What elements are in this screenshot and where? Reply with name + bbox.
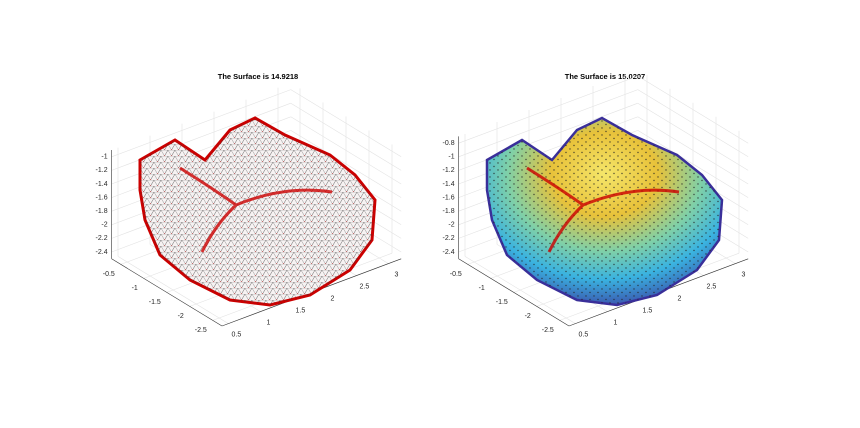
- x-tick-label: 3: [394, 271, 398, 278]
- y-tick-label: -2.5: [542, 327, 554, 334]
- grid-line: [290, 102, 402, 171]
- y-tick-label: -2: [525, 313, 531, 320]
- z-tick-label: -2: [101, 222, 107, 229]
- x-tick-label: 3: [741, 271, 745, 278]
- chart-title: The Surface is 14.9218: [218, 72, 298, 81]
- x-tick-label: 2.5: [360, 283, 370, 290]
- grid-line: [458, 75, 638, 144]
- x-tick-label: 1: [266, 319, 270, 326]
- z-tick-label: -1.6: [96, 194, 108, 201]
- y-tick-label: -1.5: [496, 299, 508, 306]
- x-tick-label: 1.5: [643, 307, 653, 314]
- surface-mesh: [140, 118, 375, 305]
- y-tick-label: -1: [132, 285, 138, 292]
- grid-line: [290, 89, 402, 158]
- grid-line: [637, 102, 749, 171]
- surface-ridge: [179, 166, 333, 253]
- z-tick-label: -1: [448, 154, 454, 161]
- grid-line: [637, 75, 749, 144]
- y-tick-label: -1: [479, 285, 485, 292]
- x-tick-label: 1.5: [296, 307, 306, 314]
- y-tick-label: -2: [178, 313, 184, 320]
- x-tick-label: 2.5: [707, 283, 717, 290]
- z-tick-label: -1.8: [443, 208, 455, 215]
- grid-line: [111, 89, 291, 158]
- x-tick-label: 1: [613, 319, 617, 326]
- z-tick-label: -1: [101, 154, 107, 161]
- z-tick-label: -0.8: [443, 140, 455, 147]
- y-axis: [111, 258, 223, 327]
- z-tick-label: -2.4: [96, 249, 108, 256]
- grid-line: [637, 116, 749, 185]
- grid-line: [290, 130, 402, 198]
- y-tick-label: -1.5: [149, 299, 161, 306]
- z-tick-label: -2.2: [443, 235, 455, 242]
- z-tick-label: -2.4: [443, 249, 455, 256]
- z-tick-label: -1.2: [96, 167, 108, 174]
- grid-line: [458, 89, 638, 158]
- z-tick-label: -2.2: [96, 235, 108, 242]
- z-tick-label: -1.8: [96, 208, 108, 215]
- z-tick-label: -1.2: [443, 167, 455, 174]
- x-tick-label: 2: [330, 295, 334, 302]
- z-tick-label: -1.4: [96, 181, 108, 188]
- grid-line: [637, 89, 749, 158]
- chart-title: The Surface is 15.0207: [565, 72, 645, 81]
- x-tick-label: 0.5: [232, 331, 242, 338]
- grid-line: [290, 116, 402, 185]
- y-axis: [458, 258, 570, 327]
- y-tick-label: -0.5: [103, 271, 115, 278]
- z-tick-label: -2: [448, 222, 454, 229]
- z-tick-label: -1.4: [443, 181, 455, 188]
- x-tick-label: 2: [677, 295, 681, 302]
- x-tick-label: 0.5: [579, 331, 589, 338]
- surface-points: [487, 118, 722, 305]
- y-tick-label: -2.5: [195, 327, 207, 334]
- grid-line: [637, 130, 749, 198]
- y-tick-label: -0.5: [450, 271, 462, 278]
- z-tick-label: -1.6: [443, 194, 455, 201]
- surface-ridge: [526, 166, 680, 253]
